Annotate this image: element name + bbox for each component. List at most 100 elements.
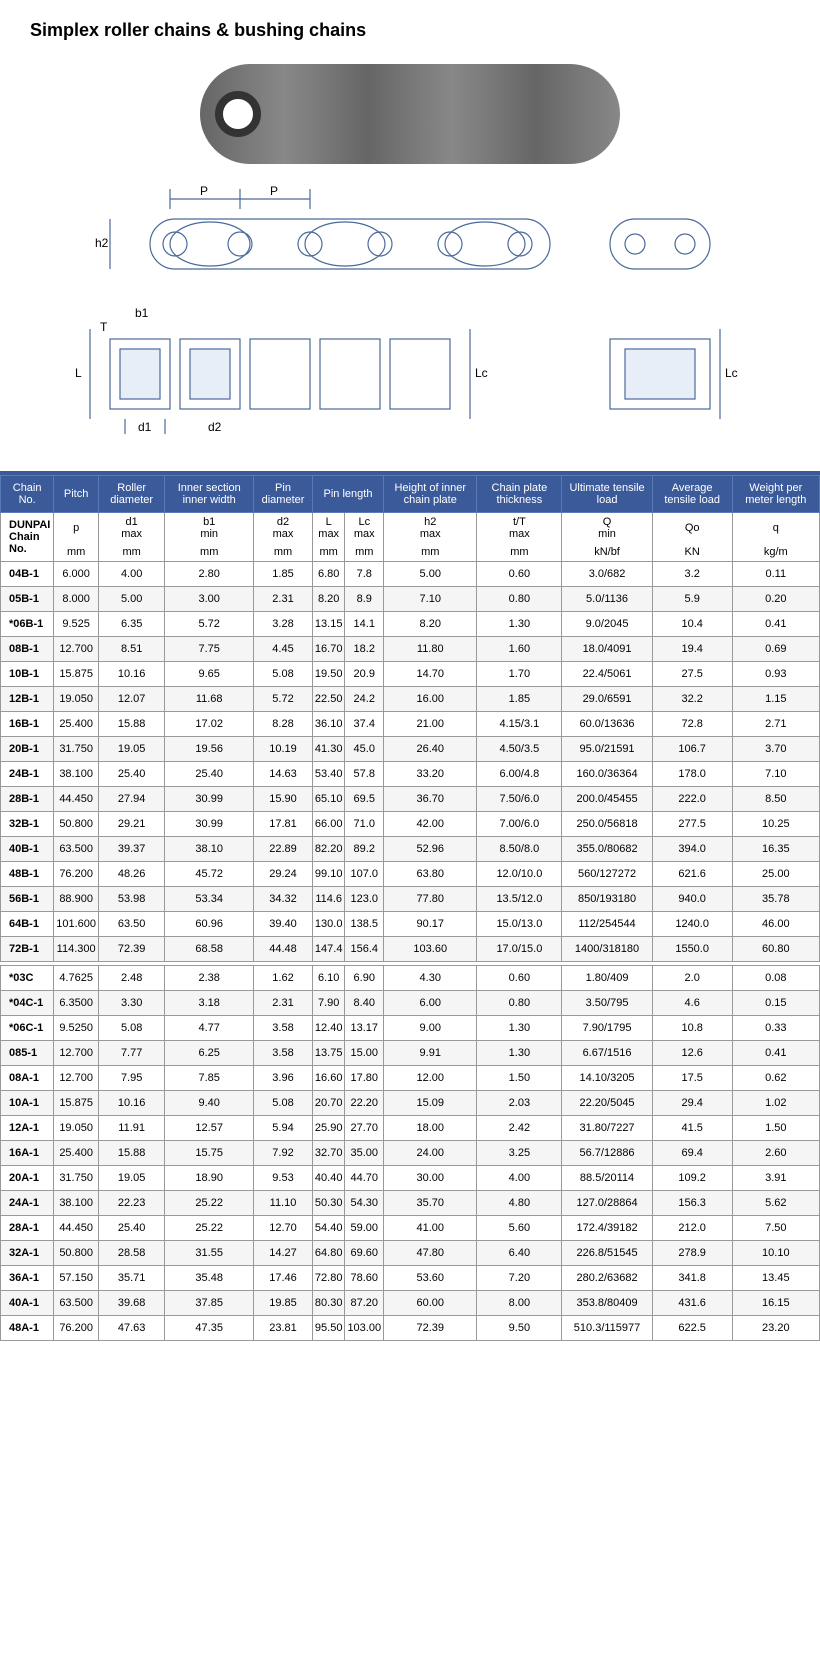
data-cell: 27.70 (345, 1116, 384, 1141)
data-cell: 25.40 (99, 762, 165, 787)
data-cell: 5.00 (99, 587, 165, 612)
table-row: 32B-150.80029.2130.9917.8166.0071.042.00… (1, 812, 820, 837)
data-cell: 24.00 (384, 1141, 477, 1166)
data-cell: 3.30 (99, 991, 165, 1016)
chain-no-cell: *03C (1, 966, 54, 991)
data-cell: 31.750 (54, 737, 99, 762)
col-unit: mm (312, 543, 345, 562)
data-cell: 138.5 (345, 912, 384, 937)
data-cell: 0.80 (477, 587, 562, 612)
data-cell: 1.80/409 (562, 966, 652, 991)
data-cell: 3.2 (652, 562, 732, 587)
data-cell: 22.4/5061 (562, 662, 652, 687)
chain-no-cell: 40A-1 (1, 1291, 54, 1316)
svg-text:Lc: Lc (725, 366, 738, 380)
data-cell: 112/254544 (562, 912, 652, 937)
data-cell: 25.40 (165, 762, 254, 787)
chain-no-cell: 28A-1 (1, 1216, 54, 1241)
data-cell: 52.96 (384, 837, 477, 862)
chain-no-cell: 16B-1 (1, 712, 54, 737)
data-cell: 34.32 (254, 887, 313, 912)
data-cell: 36.10 (312, 712, 345, 737)
data-cell: 431.6 (652, 1291, 732, 1316)
data-cell: 45.0 (345, 737, 384, 762)
data-cell: 0.69 (732, 637, 819, 662)
data-cell: 25.400 (54, 712, 99, 737)
data-cell: 5.0/1136 (562, 587, 652, 612)
data-cell: 4.77 (165, 1016, 254, 1041)
spec-table: Chain No.PitchRoller diameterInner secti… (0, 475, 820, 1341)
col-unit: mm (345, 543, 384, 562)
data-cell: 1.62 (254, 966, 313, 991)
data-cell: 13.45 (732, 1266, 819, 1291)
data-cell: 50.800 (54, 812, 99, 837)
data-cell: 44.70 (345, 1166, 384, 1191)
data-cell: 72.80 (312, 1266, 345, 1291)
data-cell: 14.27 (254, 1241, 313, 1266)
data-cell: 0.08 (732, 966, 819, 991)
data-cell: 1.02 (732, 1091, 819, 1116)
chain-brand-label: DUNPAIChainNo. (1, 513, 54, 562)
table-row: 16B-125.40015.8817.028.2836.1037.421.004… (1, 712, 820, 737)
data-cell: 12.57 (165, 1116, 254, 1141)
data-cell: 15.90 (254, 787, 313, 812)
data-cell: 15.875 (54, 1091, 99, 1116)
data-cell: 103.60 (384, 937, 477, 962)
chain-no-cell: *06C-1 (1, 1016, 54, 1041)
data-cell: 31.750 (54, 1166, 99, 1191)
data-cell: 22.23 (99, 1191, 165, 1216)
data-cell: 15.88 (99, 712, 165, 737)
data-cell: 15.0/13.0 (477, 912, 562, 937)
data-cell: 1.15 (732, 687, 819, 712)
col-unit: kg/m (732, 543, 819, 562)
col-symbol: b1min (165, 513, 254, 544)
data-cell: 6.67/1516 (562, 1041, 652, 1066)
data-cell: 76.200 (54, 1316, 99, 1341)
data-cell: 21.00 (384, 712, 477, 737)
data-cell: 14.1 (345, 612, 384, 637)
data-cell: 60.96 (165, 912, 254, 937)
data-cell: 2.0 (652, 966, 732, 991)
data-cell: 63.500 (54, 837, 99, 862)
data-cell: 14.70 (384, 662, 477, 687)
data-cell: 3.00 (165, 587, 254, 612)
data-cell: 7.50 (732, 1216, 819, 1241)
data-cell: 22.50 (312, 687, 345, 712)
data-cell: 4.7625 (54, 966, 99, 991)
col-header: Chain No. (1, 476, 54, 513)
data-cell: 160.0/36364 (562, 762, 652, 787)
col-header: Inner section inner width (165, 476, 254, 513)
data-cell: 0.15 (732, 991, 819, 1016)
data-cell: 17.02 (165, 712, 254, 737)
svg-text:P: P (200, 184, 208, 198)
data-cell: 2.31 (254, 991, 313, 1016)
col-symbol: p (54, 513, 99, 544)
data-cell: 35.78 (732, 887, 819, 912)
chain-no-cell: 24A-1 (1, 1191, 54, 1216)
data-cell: 6.80 (312, 562, 345, 587)
table-row: 12B-119.05012.0711.685.7222.5024.216.001… (1, 687, 820, 712)
data-cell: 76.200 (54, 862, 99, 887)
data-cell: 0.60 (477, 562, 562, 587)
data-cell: 277.5 (652, 812, 732, 837)
chain-photo (200, 64, 620, 164)
col-header: Pin length (312, 476, 383, 513)
data-cell: 5.94 (254, 1116, 313, 1141)
data-cell: 1.50 (732, 1116, 819, 1141)
data-cell: 8.50/8.0 (477, 837, 562, 862)
data-cell: 42.00 (384, 812, 477, 837)
data-cell: 6.25 (165, 1041, 254, 1066)
table-row: 40A-163.50039.6837.8519.8580.3087.2060.0… (1, 1291, 820, 1316)
data-cell: 59.00 (345, 1216, 384, 1241)
data-cell: 35.70 (384, 1191, 477, 1216)
data-cell: 53.34 (165, 887, 254, 912)
data-cell: 95.50 (312, 1316, 345, 1341)
data-cell: 22.89 (254, 837, 313, 862)
data-cell: 54.30 (345, 1191, 384, 1216)
chain-no-cell: 20A-1 (1, 1166, 54, 1191)
data-cell: 38.100 (54, 762, 99, 787)
data-cell: 16.70 (312, 637, 345, 662)
data-cell: 6.000 (54, 562, 99, 587)
col-header: Pitch (54, 476, 99, 513)
data-cell: 57.8 (345, 762, 384, 787)
